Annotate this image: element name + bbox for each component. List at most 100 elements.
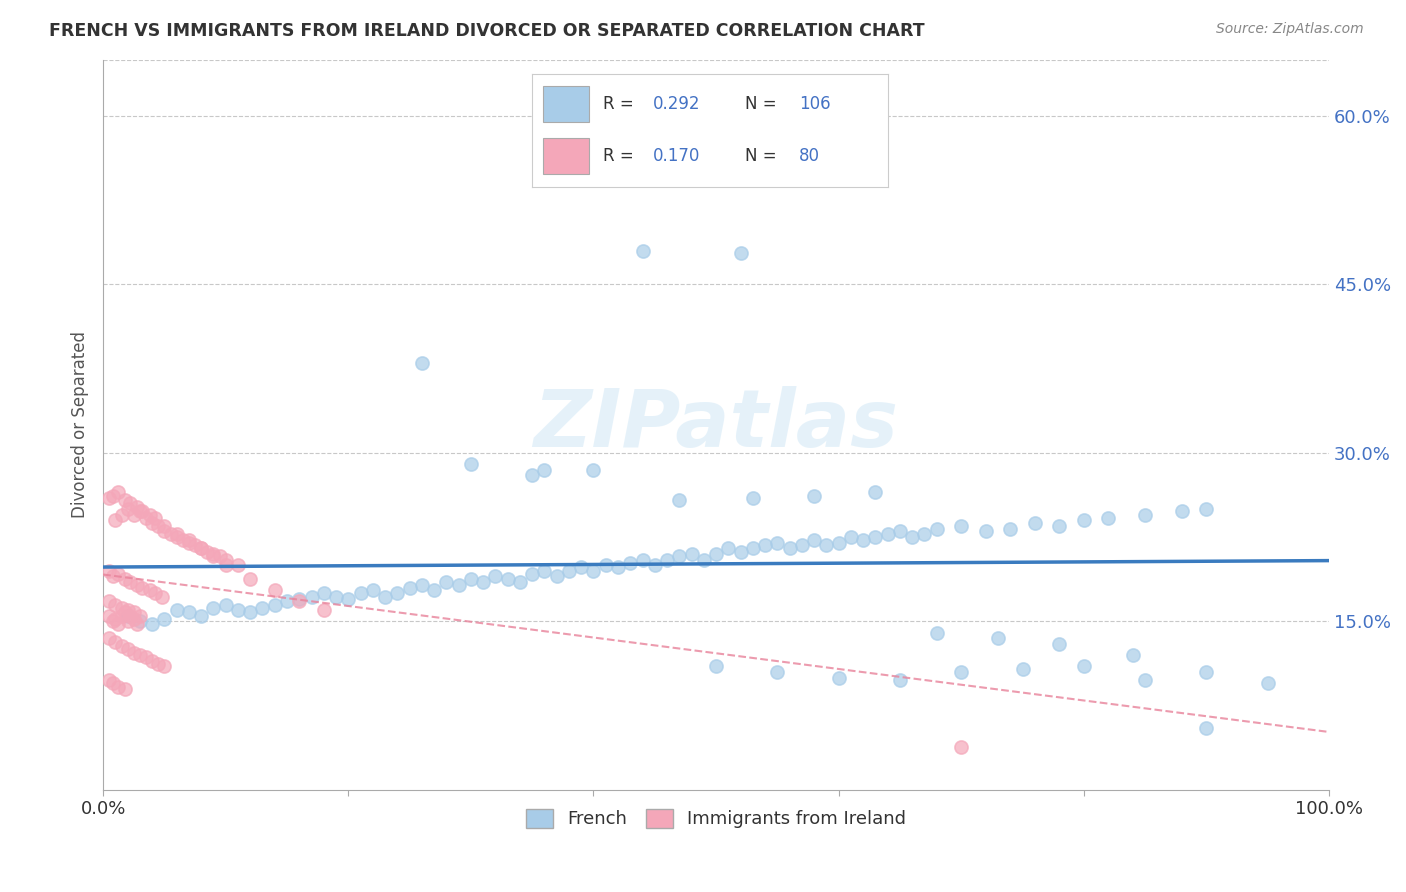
Point	[925, 625, 948, 640]
Point	[263, 598, 285, 612]
Point	[741, 491, 763, 505]
Point	[98, 673, 121, 687]
Point	[208, 549, 231, 564]
Point	[803, 489, 825, 503]
Point	[779, 541, 801, 556]
Point	[101, 615, 124, 629]
Point	[668, 493, 690, 508]
Point	[110, 508, 132, 522]
Point	[98, 564, 121, 578]
Point	[655, 552, 678, 566]
Point	[1073, 513, 1095, 527]
Point	[141, 616, 163, 631]
Point	[288, 591, 311, 606]
Text: Source: ZipAtlas.com: Source: ZipAtlas.com	[1216, 22, 1364, 37]
Point	[104, 634, 127, 648]
Point	[107, 616, 129, 631]
Point	[496, 572, 519, 586]
Point	[276, 594, 298, 608]
Point	[202, 549, 225, 564]
Point	[153, 659, 176, 673]
Point	[122, 606, 145, 620]
Point	[1011, 662, 1033, 676]
Point	[889, 524, 911, 539]
Point	[312, 586, 335, 600]
Point	[129, 608, 152, 623]
Point	[950, 519, 973, 533]
Point	[839, 530, 862, 544]
Point	[120, 575, 142, 590]
Point	[122, 612, 145, 626]
Point	[522, 567, 544, 582]
Point	[177, 533, 200, 548]
Point	[582, 564, 605, 578]
Point	[120, 608, 142, 623]
Point	[349, 586, 371, 600]
Point	[914, 526, 936, 541]
Point	[411, 356, 433, 370]
Point	[131, 581, 153, 595]
Point	[143, 586, 166, 600]
Point	[127, 500, 149, 514]
Point	[117, 615, 139, 629]
Point	[522, 468, 544, 483]
Point	[101, 489, 124, 503]
Point	[766, 665, 789, 679]
Point	[215, 598, 238, 612]
Legend: French, Immigrants from Ireland: French, Immigrants from Ireland	[519, 802, 914, 836]
Point	[1047, 637, 1070, 651]
Point	[704, 547, 727, 561]
Point	[172, 533, 194, 548]
Point	[717, 541, 740, 556]
Point	[668, 549, 690, 564]
Point	[1122, 648, 1144, 662]
Point	[582, 463, 605, 477]
Point	[263, 582, 285, 597]
Point	[865, 530, 887, 544]
Point	[150, 590, 173, 604]
Point	[117, 603, 139, 617]
Point	[120, 496, 142, 510]
Point	[361, 582, 384, 597]
Point	[852, 533, 875, 548]
Point	[117, 642, 139, 657]
Point	[484, 569, 506, 583]
Point	[865, 485, 887, 500]
Point	[312, 603, 335, 617]
Point	[730, 245, 752, 260]
Point	[104, 513, 127, 527]
Point	[114, 572, 136, 586]
Point	[226, 558, 249, 573]
Y-axis label: Divorced or Separated: Divorced or Separated	[72, 331, 89, 518]
Point	[153, 612, 176, 626]
Point	[195, 545, 218, 559]
Point	[533, 463, 555, 477]
Point	[1000, 522, 1022, 536]
Point	[177, 535, 200, 549]
Point	[411, 578, 433, 592]
Point	[631, 552, 654, 566]
Point	[925, 522, 948, 536]
Point	[135, 511, 157, 525]
Point	[127, 616, 149, 631]
Point	[148, 519, 170, 533]
Point	[114, 493, 136, 508]
Point	[177, 606, 200, 620]
Point	[1024, 516, 1046, 530]
Point	[202, 547, 225, 561]
Point	[325, 590, 347, 604]
Point	[754, 538, 776, 552]
Point	[460, 572, 482, 586]
Point	[122, 508, 145, 522]
Point	[110, 608, 132, 623]
Point	[558, 159, 581, 173]
Point	[387, 586, 409, 600]
Point	[153, 524, 176, 539]
Point	[876, 526, 898, 541]
Point	[398, 581, 420, 595]
Point	[1097, 511, 1119, 525]
Point	[107, 680, 129, 694]
Point	[252, 600, 274, 615]
Point	[117, 502, 139, 516]
Point	[98, 594, 121, 608]
